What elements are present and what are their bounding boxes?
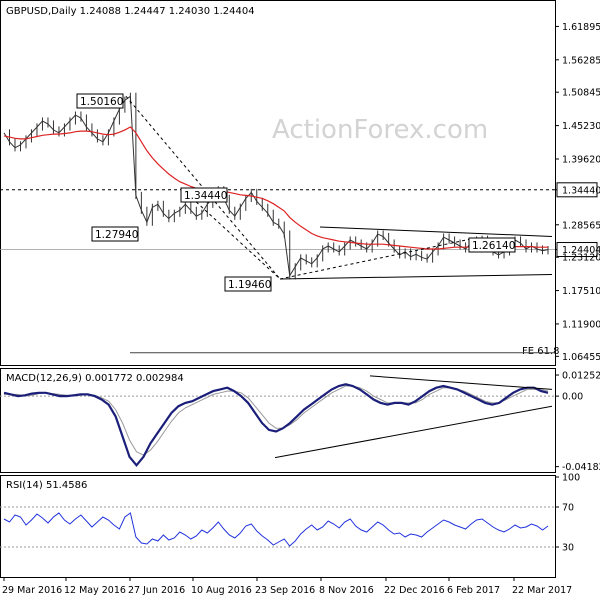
x-tick-label: 22 Mar 2017: [512, 585, 572, 596]
price-y-tick-label: 1.61895: [562, 22, 600, 33]
rsi-header: RSI(14) 51.4586: [6, 480, 87, 491]
current-price-box: [556, 242, 598, 258]
fib-dashed-line-1: [125, 95, 281, 280]
price-line: [3, 95, 549, 278]
annotation-box: [468, 237, 516, 253]
x-tick-label: 29 Mar 2016: [2, 585, 62, 596]
price-y-tick-label: 1.34440: [562, 185, 600, 196]
moving-average-line: [3, 126, 548, 250]
rsi-line: [3, 512, 549, 547]
price-y-tick-label: 1.50845: [562, 88, 600, 99]
macd-panel-frame: [0, 368, 556, 473]
annotation-box: [180, 187, 228, 203]
fe-label: FE 61.8: [522, 346, 560, 357]
annotation-box: [76, 93, 124, 109]
price-y-tick-label: 1.39620: [562, 154, 600, 165]
price-y-tick-label: 1.56285: [562, 55, 600, 66]
x-tick-label: 23 Sep 2016: [255, 585, 315, 596]
macd-y-tick-label: 0.012522: [562, 371, 600, 382]
channel-upper-trendline: [319, 226, 553, 237]
price-panel-frame: [0, 0, 556, 366]
price-y-tick-label: 1.45230: [562, 121, 600, 132]
rsi-y-tick-label: 100: [562, 473, 580, 484]
x-tick-label: 10 Aug 2016: [191, 585, 252, 596]
macd-y-tick-label: 0.00: [562, 392, 583, 403]
price-y-tick-label: 1.23120: [562, 253, 600, 264]
annotation-label: 1.27940: [95, 229, 138, 241]
annotation-label: 1.26140: [472, 240, 515, 252]
macd-support-trendline: [274, 405, 553, 459]
price-y-tick-label: 1.06455: [562, 352, 600, 363]
x-tick-label: 27 Jun 2016: [128, 585, 185, 596]
x-tick-label: 12 May 2016: [64, 585, 126, 596]
rsi-y-tick-label: 30: [562, 543, 574, 554]
price-y-tick-label: 1.17510: [562, 286, 600, 297]
annotation-box: [224, 276, 272, 292]
annotation-label: 1.34440: [184, 190, 227, 202]
chart-header: GBPUSD,Daily 1.24088 1.24447 1.24030 1.2…: [6, 6, 255, 17]
annotation-label: 1.50160: [80, 96, 123, 108]
macd-header: MACD(12,26,9) 0.001772 0.002984: [6, 373, 184, 384]
macd-y-tick-label: -0.041823: [562, 462, 600, 473]
watermark: ActionForex.com: [272, 115, 488, 145]
x-tick-label: 22 Dec 2016: [384, 585, 445, 596]
price-y-tick-label: 1.28565: [562, 220, 600, 231]
current-price-label: 1.24404: [562, 245, 600, 256]
macd-line: [3, 383, 549, 468]
macd-resistance-trendline: [369, 375, 553, 390]
rsi-y-tick-label: 70: [562, 503, 574, 514]
annotation-label: 1.19460: [228, 279, 271, 291]
x-tick-label: 6 Feb 2017: [447, 585, 500, 596]
channel-lower-trendline: [279, 274, 553, 280]
fib-dashed-line-2: [182, 189, 281, 280]
price-y-tick-label: 1.11900: [562, 319, 600, 330]
annotation-box: [91, 226, 139, 242]
x-tick-label: 8 Nov 2016: [319, 585, 374, 596]
fib-dashed-line-3: [279, 238, 471, 280]
resistance-price-box: [556, 182, 598, 198]
